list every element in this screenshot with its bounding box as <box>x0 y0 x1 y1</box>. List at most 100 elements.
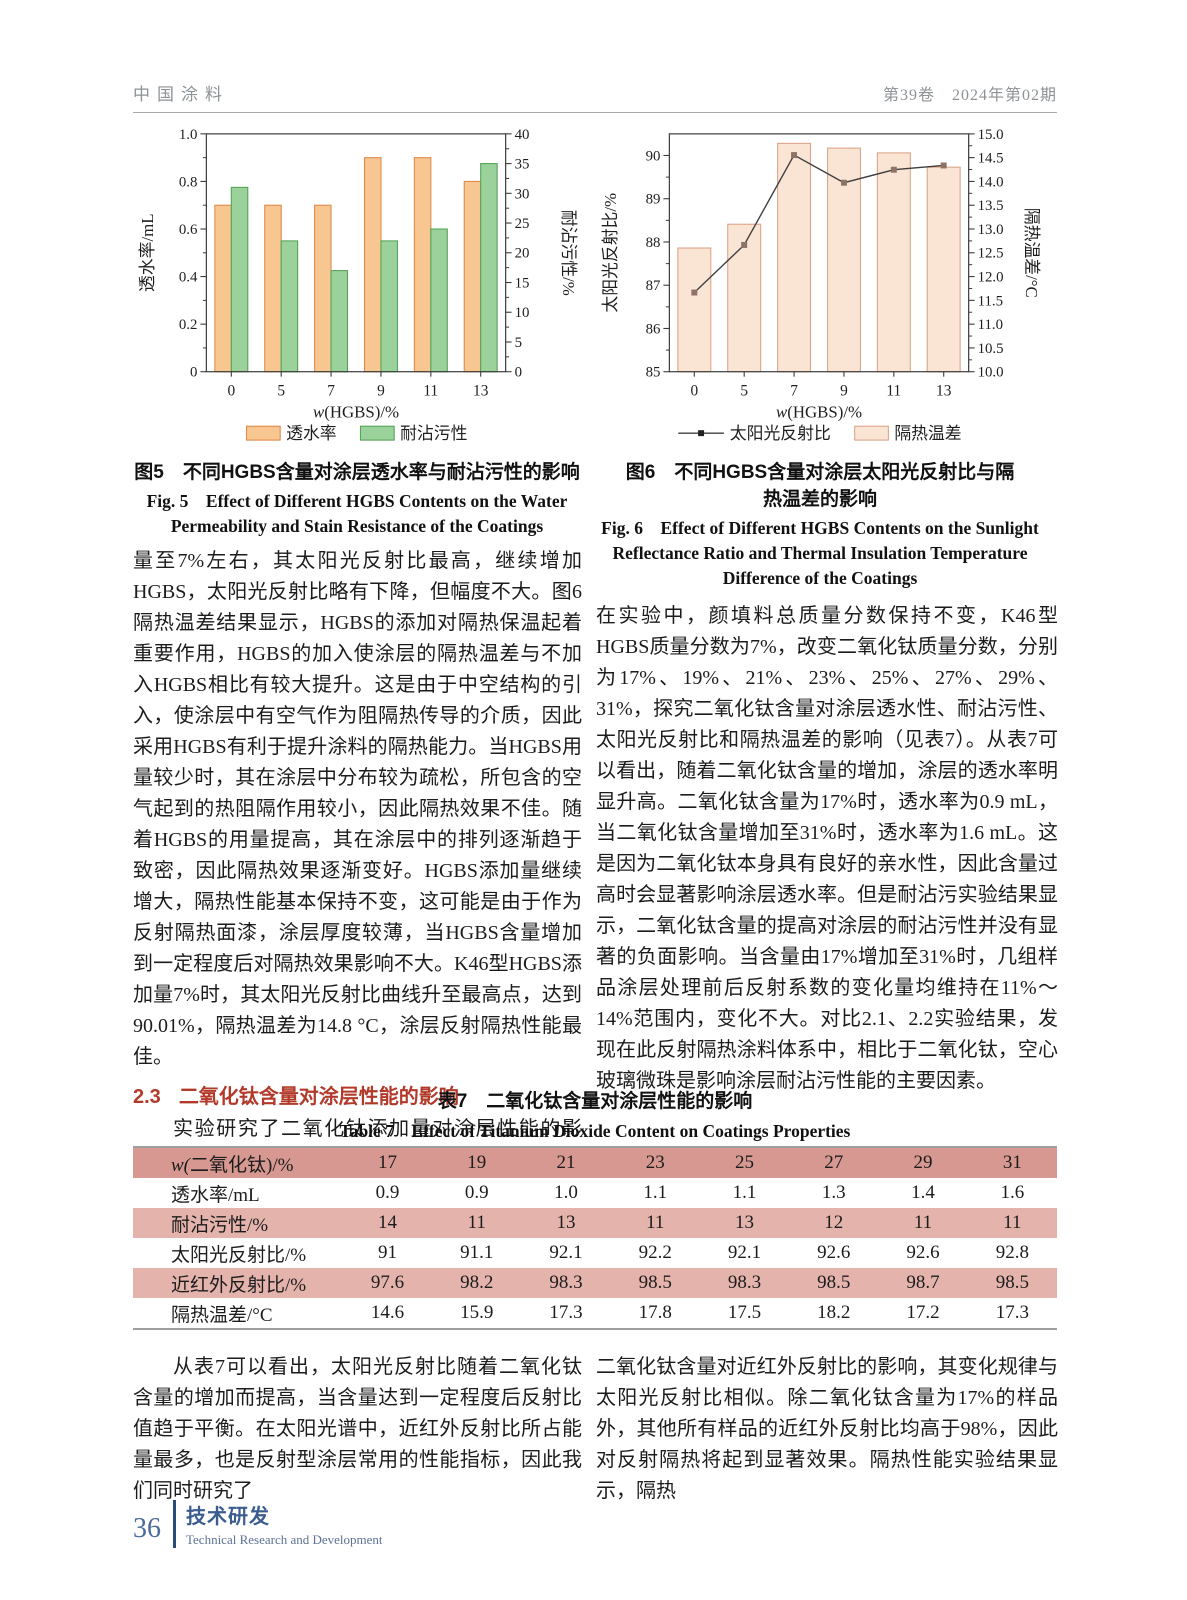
table-cell: 17 <box>378 1152 398 1173</box>
footer-divider <box>173 1500 176 1548</box>
table-cell: 98.5 <box>995 1272 1029 1293</box>
table-row: 耐沾污性/% 14 11 13 11 13 12 11 11 <box>133 1208 1057 1238</box>
figure-6: 85 86 87 88 89 90 10.0 10.5 11.0 11.5 12.0 12.5 13.0… <box>592 118 1048 591</box>
table-cell: 92.8 <box>995 1242 1029 1263</box>
svg-text:11.5: 11.5 <box>978 293 1003 309</box>
footer-section-en: Technical Research and Development <box>186 1532 383 1547</box>
svg-text:5: 5 <box>740 383 748 400</box>
table-cell: 91 <box>378 1242 398 1263</box>
table7-caption-cn: 表7 二氧化钛含量对涂层性能的影响 <box>437 1091 753 1112</box>
table-cell: 1.1 <box>732 1182 757 1203</box>
row-label: 太阳光反射比/% <box>171 1244 307 1266</box>
table-row: 太阳光反射比/% 91 91.1 92.1 92.2 92.1 92.6 92.6 92.8 <box>133 1238 1057 1268</box>
svg-text:7: 7 <box>327 383 335 400</box>
journal-name: 中国涂料 <box>133 85 229 104</box>
svg-text:86: 86 <box>646 321 661 337</box>
text-column-right: 在实验中，颜填料总质量分数保持不变，K46型HGBS质量分数为7%，改变二氧化钛… <box>596 601 1058 1097</box>
svg-text:15: 15 <box>515 275 530 291</box>
svg-text:14.5: 14.5 <box>978 151 1004 167</box>
fig6-caption-en: Fig. 6 Effect of Different HGBS Contents… <box>601 518 1039 588</box>
svg-text:w(HGBS)/%: w(HGBS)/% <box>313 402 399 421</box>
section-heading-2-3: 2.3 二氧化钛含量对涂层性能的影响 <box>133 1080 582 1109</box>
table-row: 近红外反射比/% 97.6 98.2 98.3 98.5 98.3 98.5 98.7 98.5 <box>133 1268 1057 1298</box>
table-row: w(二氧化钛)/% 17 19 21 23 25 27 29 31 <box>133 1147 1057 1178</box>
table-cell: 98.3 <box>727 1272 762 1293</box>
fig5-caption-en: Fig. 5 Effect of Different HGBS Contents… <box>146 491 568 536</box>
svg-text:隔热温差/°C: 隔热温差/°C <box>1022 208 1041 298</box>
svg-text:太阳光反射比/%: 太阳光反射比/% <box>601 193 620 313</box>
table-cell: 17.8 <box>638 1302 672 1323</box>
footer-section: 技术研发 Technical Research and Development <box>186 1500 383 1548</box>
table-cell: 29 <box>913 1152 933 1173</box>
table-cell: 17.2 <box>906 1302 940 1323</box>
table-cell: 98.3 <box>549 1272 583 1293</box>
text-column-bottom-right: 二氧化钛含量对近红外反射比的影响，其变化规律与太阳光反射比相似。除二氧化钛含量为… <box>596 1352 1058 1507</box>
table7-caption-en: Table 7 Effect of Titanium Dioxide Conte… <box>339 1121 851 1141</box>
svg-text:40: 40 <box>515 127 530 143</box>
svg-text:13: 13 <box>473 383 489 400</box>
text-column-left: 量至7%左右，其太阳光反射比最高，继续增加HGBS，太阳光反射比略有下降，但幅度… <box>133 546 582 1176</box>
svg-text:12.5: 12.5 <box>978 246 1004 262</box>
table-cell: 1.4 <box>911 1182 935 1203</box>
table-cell: 25 <box>735 1152 755 1173</box>
svg-text:87: 87 <box>646 278 661 294</box>
svg-text:太阳光反射比: 太阳光反射比 <box>730 424 831 443</box>
svg-text:35: 35 <box>515 157 530 173</box>
svg-text:w(HGBS)/%: w(HGBS)/% <box>776 402 862 421</box>
table-cell: 13 <box>556 1212 576 1233</box>
svg-text:耐沾污性/%: 耐沾污性/% <box>559 210 578 296</box>
table-cell: 98.2 <box>460 1272 494 1293</box>
table-cell: 1.0 <box>554 1182 578 1203</box>
svg-text:0.4: 0.4 <box>179 270 198 286</box>
table-cell: 13 <box>735 1212 755 1233</box>
footer-section-cn: 技术研发 <box>186 1506 270 1528</box>
fig6-chart: 85868788899010.010.511.011.512.012.513.0… <box>601 127 1041 443</box>
issue-info: 第39卷 2024年第02期 <box>882 87 1057 104</box>
table-cell: 27 <box>824 1152 844 1173</box>
table-cell: 11 <box>467 1212 486 1233</box>
svg-text:20: 20 <box>515 246 530 262</box>
svg-text:11.0: 11.0 <box>978 317 1003 333</box>
table-cell: 14.6 <box>370 1302 405 1323</box>
paragraph: 二氧化钛含量对近红外反射比的影响，其变化规律与太阳光反射比相似。除二氧化钛含量为… <box>596 1356 1058 1502</box>
table-cell: 92.6 <box>906 1242 940 1263</box>
row-label: w(二氧化钛)/% <box>171 1154 294 1176</box>
page-header: 中国涂料 第39卷 2024年第02期 <box>133 80 1057 113</box>
table-cell: 11 <box>646 1212 665 1233</box>
svg-text:0: 0 <box>227 383 235 400</box>
svg-text:0: 0 <box>690 383 698 400</box>
svg-text:7: 7 <box>790 383 798 400</box>
svg-text:0.8: 0.8 <box>179 174 198 190</box>
table7-caption: 表7 二氧化钛含量对涂层性能的影响 Table 7 Effect of Tita… <box>133 1086 1057 1143</box>
svg-text:10: 10 <box>515 305 530 321</box>
table-cell: 92.1 <box>727 1242 762 1263</box>
svg-text:11: 11 <box>423 383 438 400</box>
table-row: 隔热温差/°C 14.6 15.9 17.3 17.8 17.5 18.2 17.2 17.3 <box>133 1298 1057 1329</box>
table-cell: 12 <box>824 1212 844 1233</box>
table-cell: 23 <box>645 1152 665 1173</box>
paragraph: 从表7可以看出，太阳光反射比随着二氧化钛含量的增加而提高，当含量达到一定程度后反… <box>133 1356 582 1502</box>
paragraph: 实验研究了二氧化钛添加量对涂层性能的影响。 <box>133 1118 582 1171</box>
svg-text:88: 88 <box>646 235 661 251</box>
table-cell: 1.3 <box>821 1182 846 1203</box>
table-cell: 0.9 <box>375 1182 400 1203</box>
svg-text:15.0: 15.0 <box>978 127 1004 143</box>
table-cell: 1.6 <box>1000 1182 1025 1203</box>
svg-text:13.5: 13.5 <box>978 198 1004 214</box>
table-cell: 17.3 <box>995 1302 1029 1323</box>
text-column-bottom-left: 从表7可以看出，太阳光反射比随着二氧化钛含量的增加而提高，当含量达到一定程度后反… <box>133 1352 582 1507</box>
svg-text:透水率/mL: 透水率/mL <box>138 214 157 293</box>
row-label: 近红外反射比/% <box>171 1274 307 1296</box>
svg-text:9: 9 <box>840 383 848 400</box>
table-cell: 98.7 <box>906 1272 940 1293</box>
svg-text:90: 90 <box>646 148 661 164</box>
table-cell: 92.1 <box>549 1242 583 1263</box>
page-number: 36 <box>133 1513 161 1544</box>
table-cell: 31 <box>1002 1152 1022 1173</box>
svg-text:12.0: 12.0 <box>978 270 1004 286</box>
fig6-caption-cn: 图6 不同HGBS含量对涂层太阳光反射比与隔热温差的影响 <box>625 462 1015 510</box>
table7-table: w(二氧化钛)/% 17 19 21 23 25 27 29 31 透水率/mL 0.9 0.9 1.0… <box>133 1146 1057 1330</box>
table-cell: 19 <box>467 1152 487 1173</box>
table-cell: 1.1 <box>643 1182 668 1203</box>
